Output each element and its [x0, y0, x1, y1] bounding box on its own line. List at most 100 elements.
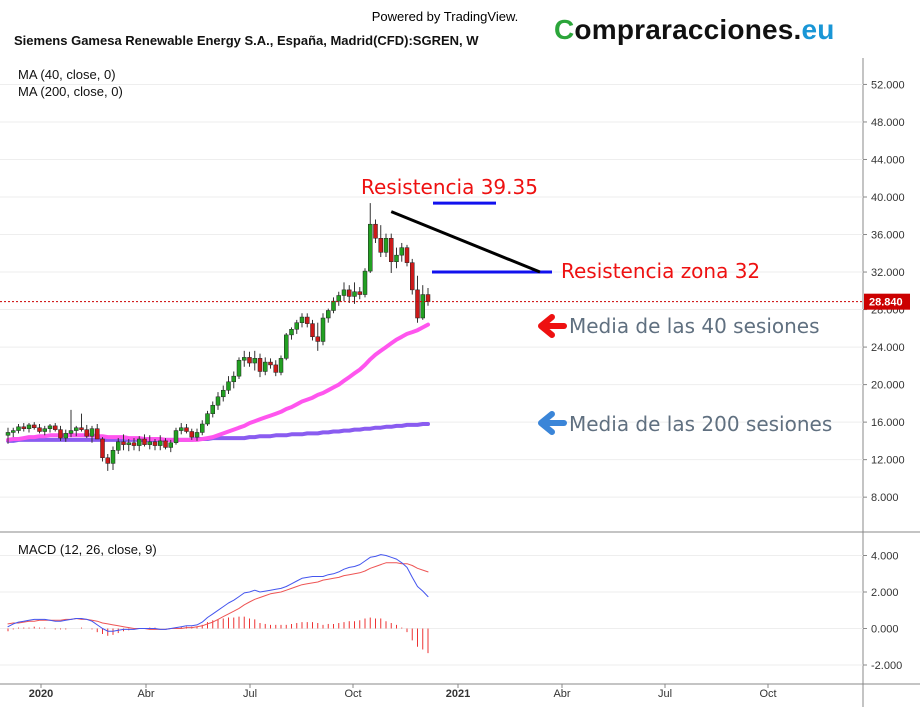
candle-body: [289, 329, 294, 336]
time-tick-label: Oct: [759, 688, 776, 700]
ma200-arrow-head: [538, 411, 555, 435]
candle-body: [126, 442, 131, 445]
ma40-line: [6, 322, 430, 442]
price-tick-label: 40.000: [871, 192, 905, 204]
candle-body: [368, 223, 373, 272]
candle-body: [320, 317, 326, 342]
candle-body: [179, 427, 184, 431]
candle-body: [394, 254, 399, 262]
macd-line: [7, 554, 429, 632]
annotation-resistance-39: Resistencia 39.35: [361, 175, 538, 199]
candle-body: [16, 426, 21, 431]
candle-body: [163, 440, 168, 448]
price-tick-label: 52.000: [871, 79, 905, 91]
candle-body: [95, 428, 100, 440]
candle-body: [26, 424, 32, 429]
candle-body: [137, 438, 142, 446]
time-tick-label: Abr: [137, 688, 154, 700]
candle-body: [310, 323, 315, 338]
candle-body: [410, 262, 415, 291]
price-tick-label: 36.000: [871, 230, 905, 242]
candle-body: [373, 223, 378, 239]
macd-legend: MACD (12, 26, close, 9): [18, 542, 157, 557]
candle-body: [263, 361, 268, 372]
candle-body: [247, 357, 252, 364]
candle-body: [53, 425, 58, 430]
price-tick-label: 48.000: [871, 117, 905, 129]
candle-body: [68, 430, 74, 434]
candle-body: [21, 426, 26, 429]
macd-tick-label: 4.000: [871, 551, 899, 563]
candle-body: [152, 441, 158, 446]
candle-body: [305, 316, 310, 324]
candle-body: [425, 294, 431, 302]
candle-body: [352, 291, 357, 297]
candle-body: [420, 294, 425, 319]
brand-first-letter: C: [554, 14, 575, 45]
time-tick-label: Jul: [243, 688, 257, 700]
candle-body: [168, 442, 173, 448]
candle-body: [131, 442, 137, 446]
last-price-badge: [864, 293, 910, 310]
candle-body: [184, 427, 189, 432]
ma40-arrow: [538, 314, 567, 338]
annotation-ma40: Media de las 40 sesiones: [569, 314, 820, 338]
symbol-title: Siemens Gamesa Renewable Energy S.A., Es…: [14, 33, 479, 48]
candle-body: [147, 441, 152, 445]
candle-body: [58, 429, 63, 439]
candle-body: [42, 428, 47, 432]
candle-body: [11, 430, 16, 433]
candle-body: [221, 389, 226, 398]
candle-body: [100, 438, 105, 459]
macd-tick-label: 0.000: [871, 624, 899, 636]
price-tick-label: 32.000: [871, 267, 905, 279]
candle-body: [252, 358, 257, 364]
annotation-ma200: Media de las 200 sesiones: [569, 412, 832, 436]
candle-body: [37, 427, 42, 432]
price-tick-label: 44.000: [871, 154, 905, 166]
candle-body: [362, 270, 368, 295]
candle-body: [294, 322, 299, 330]
candle-body: [268, 361, 273, 366]
time-tick-label: Jul: [658, 688, 672, 700]
annotation-resistance-32: Resistencia zona 32: [561, 259, 760, 283]
candle-body: [236, 359, 242, 377]
candle-body: [84, 429, 89, 437]
ma40-legend: MA (40, close, 0): [18, 67, 116, 82]
candle-body: [284, 334, 289, 359]
candle-body: [226, 381, 231, 391]
candle-body: [110, 450, 116, 464]
ma200-arrow: [538, 411, 567, 435]
candle-body: [173, 430, 179, 444]
brand-name: ompraracciones.: [574, 14, 802, 45]
candle-body: [242, 357, 247, 361]
candle-body: [278, 358, 284, 373]
time-tick-label: Abr: [553, 688, 570, 700]
candle-body: [257, 358, 263, 372]
candle-body: [383, 238, 389, 253]
candle-body: [415, 289, 420, 319]
brand-tld: eu: [801, 14, 835, 45]
candle-body: [331, 300, 336, 311]
time-tick-label: Oct: [344, 688, 361, 700]
candle-body: [215, 396, 221, 406]
candle-body: [336, 295, 341, 302]
candle-body: [121, 441, 126, 445]
candle-body: [389, 238, 394, 262]
candle-body: [194, 432, 200, 438]
macd-tick-label: 2.000: [871, 587, 899, 599]
candle-body: [32, 424, 37, 428]
candle-body: [47, 425, 53, 429]
candle-body: [399, 247, 404, 256]
candle-body: [378, 238, 383, 253]
descending-trendline: [390, 210, 541, 274]
candle-body: [200, 423, 205, 433]
candle-body: [273, 364, 278, 373]
time-tick-label: 2020: [29, 688, 53, 700]
candle-body: [205, 413, 210, 425]
candle-body: [326, 310, 331, 319]
candle-body: [63, 433, 68, 439]
brand-logo: Compraracciones.eu: [554, 14, 835, 46]
